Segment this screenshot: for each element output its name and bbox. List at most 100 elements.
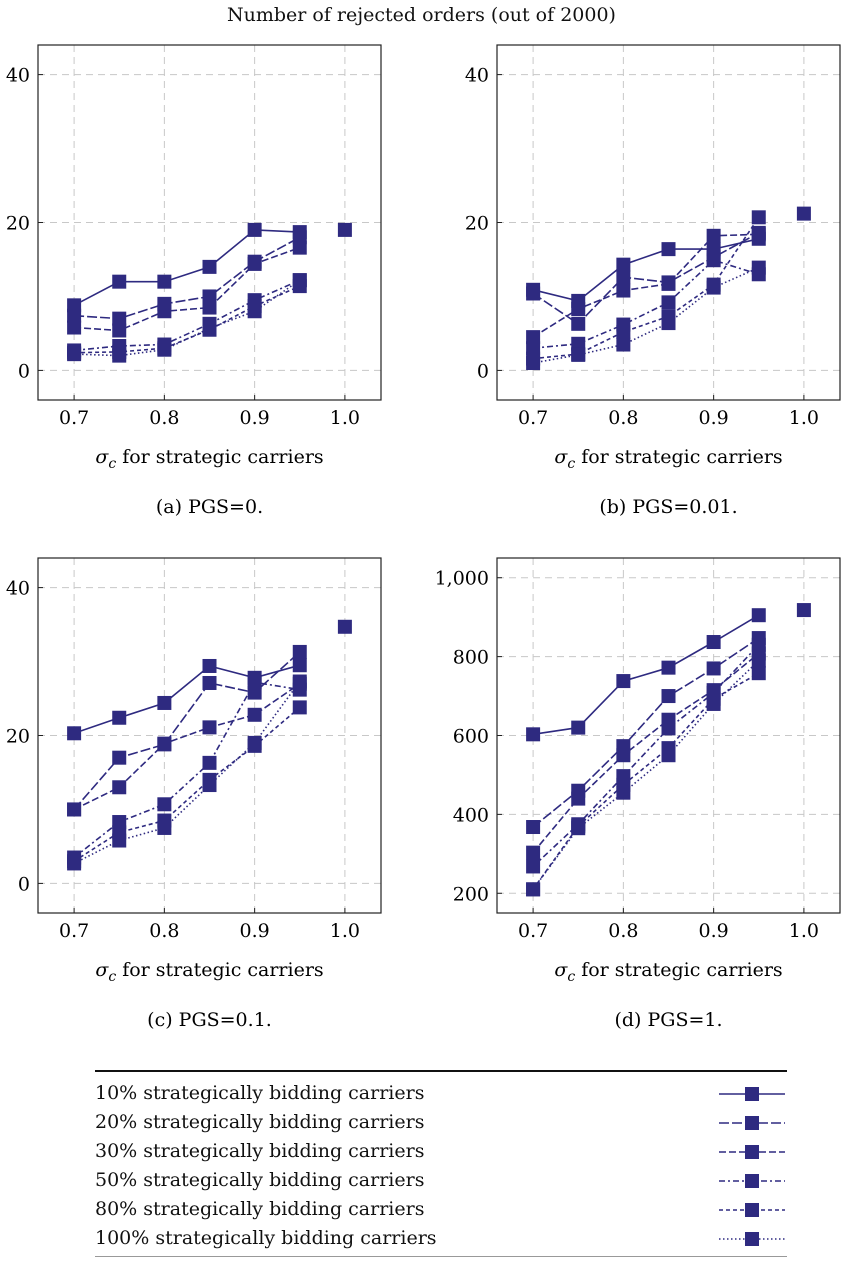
x-axis-label: σc for strategic carriers [95, 446, 323, 472]
data-point [751, 653, 766, 668]
data-point [661, 721, 676, 736]
series-line-5 [532, 672, 760, 890]
legend-marker [745, 1116, 759, 1130]
data-point [112, 710, 127, 725]
data-point [202, 300, 217, 315]
y-tick-label: 800 [453, 647, 489, 669]
data-point [247, 222, 262, 237]
data-point [616, 674, 631, 689]
x-tick-label: 1.0 [789, 920, 819, 942]
x-tick-label: 0.9 [699, 920, 729, 942]
data-point-extra [337, 222, 352, 237]
data-point [571, 316, 586, 331]
data-point [292, 658, 307, 673]
panel-caption: (d) PGS=1. [614, 1009, 722, 1031]
data-point [526, 859, 541, 874]
data-point [247, 256, 262, 271]
x-axis-label: σc for strategic carriers [554, 446, 782, 472]
data-point [526, 845, 541, 860]
series-line-5 [73, 706, 301, 862]
y-tick-label: 40 [6, 578, 30, 600]
panel-caption: (b) PGS=0.01. [599, 496, 737, 518]
chart-panel-3: 0.7 0.8 0.9 1.0 0 20 40 σc for strategic carrie… [6, 557, 382, 1031]
legend: 10% strategically bidding carriers 20% s… [95, 1070, 787, 1257]
data-point [157, 695, 172, 710]
legend-entry-1: 10% strategically bidding carriers [95, 1080, 787, 1108]
data-point [67, 308, 82, 323]
series-line-1 [532, 614, 760, 736]
y-tick-label: 1,000 [435, 568, 489, 590]
data-point [157, 736, 172, 751]
data-point [202, 321, 217, 336]
data-point [526, 330, 541, 345]
data-point [526, 286, 541, 301]
series-line-3 [74, 246, 301, 332]
x-tick-label: 1.0 [789, 407, 819, 429]
y-tick-label: 0 [477, 360, 489, 382]
data-point [67, 347, 82, 362]
data-point [751, 227, 766, 242]
data-point [616, 257, 631, 272]
data-point [112, 274, 127, 289]
legend-swatch [719, 1203, 785, 1217]
data-point [661, 689, 676, 704]
data-point [571, 791, 586, 806]
y-tick-label: 40 [465, 65, 489, 87]
series-line-4 [533, 259, 760, 349]
legend-entry-4: 50% strategically bidding carriers [95, 1167, 787, 1195]
data-point [526, 356, 541, 371]
legend-marker [745, 1232, 759, 1246]
legend-swatch [719, 1174, 785, 1188]
data-point [67, 320, 82, 335]
data-point [202, 675, 217, 690]
data-point [526, 727, 541, 742]
series-line-6 [73, 681, 301, 865]
series-line-2 [532, 232, 760, 325]
x-axis-label: σc for strategic carriers [95, 959, 323, 985]
data-point [292, 273, 307, 288]
legend-entry-2: 20% strategically bidding carriers [95, 1109, 787, 1137]
x-tick-label: 0.7 [59, 407, 89, 429]
y-tick-label: 40 [6, 65, 30, 87]
x-tick-label: 0.7 [59, 920, 89, 942]
data-point [157, 797, 172, 812]
legend-label: 20% strategically bidding carriers [95, 1111, 425, 1133]
data-point [157, 304, 172, 319]
legend-swatch [719, 1232, 785, 1246]
x-axis-label: σc for strategic carriers [554, 959, 782, 985]
data-point [247, 304, 262, 319]
series-line-2 [532, 637, 760, 828]
series-line-4 [73, 681, 300, 859]
data-point [112, 348, 127, 363]
series-line-1 [73, 664, 301, 735]
series-line-1 [73, 229, 300, 307]
legend-marker [745, 1087, 759, 1101]
data-point [247, 675, 262, 690]
charts-canvas: 0.7 0.8 0.9 1.0 0 20 40 σc for strategic carrie… [6, 44, 841, 1031]
panel-caption: (a) PGS=0. [156, 496, 263, 518]
series-line-5 [533, 216, 760, 360]
data-point [292, 644, 307, 659]
series-line-3 [532, 233, 759, 338]
data-point [661, 242, 676, 257]
legend-label: 100% strategically bidding carriers [95, 1227, 437, 1249]
data-point [661, 276, 676, 291]
x-tick-label: 0.9 [699, 407, 729, 429]
data-point [247, 735, 262, 750]
series-line-1 [532, 238, 759, 302]
legend-swatch [719, 1087, 785, 1101]
data-point [526, 882, 541, 897]
data-point [706, 696, 721, 711]
figure-title: Number of rejected orders (out of 2000) [227, 4, 616, 26]
data-point-extra [796, 603, 811, 618]
legend-entry-6: 100% strategically bidding carriers [95, 1225, 787, 1253]
data-point [616, 785, 631, 800]
data-point [67, 726, 82, 741]
x-tick-label: 0.8 [608, 920, 638, 942]
y-tick-label: 600 [453, 726, 489, 748]
x-tick-label: 0.8 [608, 407, 638, 429]
y-tick-label: 20 [6, 726, 30, 748]
data-point [616, 748, 631, 763]
data-point [751, 260, 766, 275]
data-point [571, 720, 586, 735]
